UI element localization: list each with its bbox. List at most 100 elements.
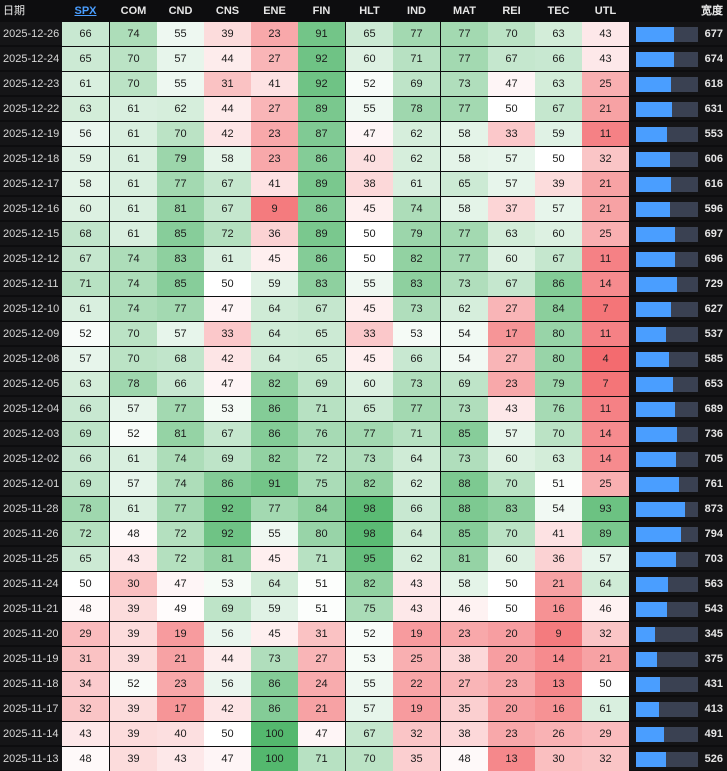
heatmap-cell: 25 <box>582 222 629 246</box>
heatmap-cell: 54 <box>535 497 582 521</box>
header-rei[interactable]: REI <box>502 5 521 17</box>
row-score: 761 <box>630 472 727 496</box>
heatmap-cell: 29 <box>582 722 629 746</box>
score-bar-track <box>636 727 698 742</box>
row-score: 689 <box>630 397 727 421</box>
header-mat[interactable]: MAT <box>452 5 476 17</box>
heatmap-cell: 26 <box>535 722 582 746</box>
heatmap-cell: 75 <box>298 472 345 496</box>
heatmap-cell: 47 <box>204 747 251 771</box>
heatmap-cell: 73 <box>441 397 488 421</box>
row-score: 696 <box>630 247 727 271</box>
row-date: 2025-12-10 <box>0 297 62 321</box>
heatmap-cell: 66 <box>62 22 109 46</box>
heatmap-cell: 84 <box>535 297 582 321</box>
header-com[interactable]: COM <box>120 5 147 17</box>
row-score: 543 <box>630 597 727 621</box>
heatmap-cell: 71 <box>62 272 109 296</box>
score-value: 553 <box>704 128 723 140</box>
row-score: 563 <box>630 572 727 596</box>
heatmap-cell: 43 <box>393 572 440 596</box>
heatmap-cell: 48 <box>62 597 109 621</box>
header-spx[interactable]: SPX <box>74 5 97 17</box>
heatmap-cell: 14 <box>582 422 629 446</box>
heatmap-cell: 38 <box>441 647 488 671</box>
row-date: 2025-12-02 <box>0 447 62 471</box>
heatmap-cell: 21 <box>535 572 582 596</box>
header-score[interactable]: 宽度 <box>701 5 723 17</box>
heatmap-cell: 35 <box>393 747 440 771</box>
heatmap-cell: 33 <box>488 122 535 146</box>
header-cnd[interactable]: CND <box>168 5 193 17</box>
heatmap-cell: 41 <box>251 172 298 196</box>
heatmap-cell: 42 <box>204 697 251 721</box>
header-cns[interactable]: CNS <box>215 5 240 17</box>
header-hlt[interactable]: HLT <box>359 5 380 17</box>
heatmap-cell: 64 <box>393 522 440 546</box>
heatmap-cell: 48 <box>441 747 488 771</box>
heatmap-cell: 72 <box>204 222 251 246</box>
heatmap-cell: 55 <box>157 72 204 96</box>
heatmap-cell: 98 <box>346 522 393 546</box>
header-tec[interactable]: TEC <box>547 5 570 17</box>
score-bar-fill <box>636 577 668 592</box>
heatmap-cell: 23 <box>251 22 298 46</box>
heatmap-cell: 83 <box>298 272 345 296</box>
score-value: 689 <box>704 403 723 415</box>
heatmap-cell: 69 <box>204 447 251 471</box>
heatmap-cell: 84 <box>298 497 345 521</box>
heatmap-cell: 45 <box>251 247 298 271</box>
score-bar-track <box>636 102 698 117</box>
heatmap-cell: 85 <box>157 222 204 246</box>
heatmap-cell: 50 <box>535 147 582 171</box>
score-bar-track <box>636 402 698 417</box>
heatmap-cell: 86 <box>251 422 298 446</box>
heatmap-cell: 39 <box>110 697 157 721</box>
row-date: 2025-11-18 <box>0 672 62 696</box>
heatmap-cell: 56 <box>62 122 109 146</box>
heatmap-cell: 55 <box>346 672 393 696</box>
row-score: 873 <box>630 497 727 521</box>
heatmap-cell: 62 <box>393 547 440 571</box>
heatmap-cell: 56 <box>204 672 251 696</box>
heatmap-cell: 61 <box>110 447 157 471</box>
heatmap-cell: 14 <box>582 447 629 471</box>
row-date: 2025-11-25 <box>0 547 62 571</box>
heatmap-cell: 59 <box>535 122 582 146</box>
heatmap-cell: 82 <box>251 447 298 471</box>
heatmap-cell: 30 <box>535 747 582 771</box>
heatmap-cell: 42 <box>204 122 251 146</box>
score-bar-track <box>636 377 698 392</box>
row-score: 729 <box>630 272 727 296</box>
heatmap-cell: 66 <box>393 497 440 521</box>
heatmap-cell: 48 <box>110 522 157 546</box>
header-ind[interactable]: IND <box>407 5 426 17</box>
score-bar-fill <box>636 52 674 67</box>
score-bar-track <box>636 327 698 342</box>
heatmap-cell: 74 <box>110 297 157 321</box>
score-bar-fill <box>636 752 666 767</box>
header-fin[interactable]: FIN <box>312 5 331 17</box>
heatmap-cell: 11 <box>582 122 629 146</box>
row-date: 2025-12-01 <box>0 472 62 496</box>
heatmap-cell: 32 <box>582 147 629 171</box>
header-utl[interactable]: UTL <box>594 5 617 17</box>
heatmap-cell: 45 <box>346 347 393 371</box>
heatmap-cell: 71 <box>298 397 345 421</box>
heatmap-cell: 67 <box>346 722 393 746</box>
heatmap-cell: 93 <box>582 497 629 521</box>
row-score: 618 <box>630 72 727 96</box>
heatmap-cell: 72 <box>298 447 345 471</box>
header-ene[interactable]: ENE <box>263 5 286 17</box>
row-date: 2025-11-20 <box>0 622 62 646</box>
heatmap-cell: 53 <box>204 397 251 421</box>
heatmap-cell: 43 <box>110 547 157 571</box>
heatmap-cell: 63 <box>535 447 582 471</box>
row-score: 375 <box>630 647 727 671</box>
heatmap-cell: 83 <box>488 497 535 521</box>
row-score: 345 <box>630 622 727 646</box>
heatmap-cell: 100 <box>251 722 298 746</box>
heatmap-cell: 87 <box>298 122 345 146</box>
row-score: 703 <box>630 547 727 571</box>
score-value: 618 <box>704 78 723 90</box>
